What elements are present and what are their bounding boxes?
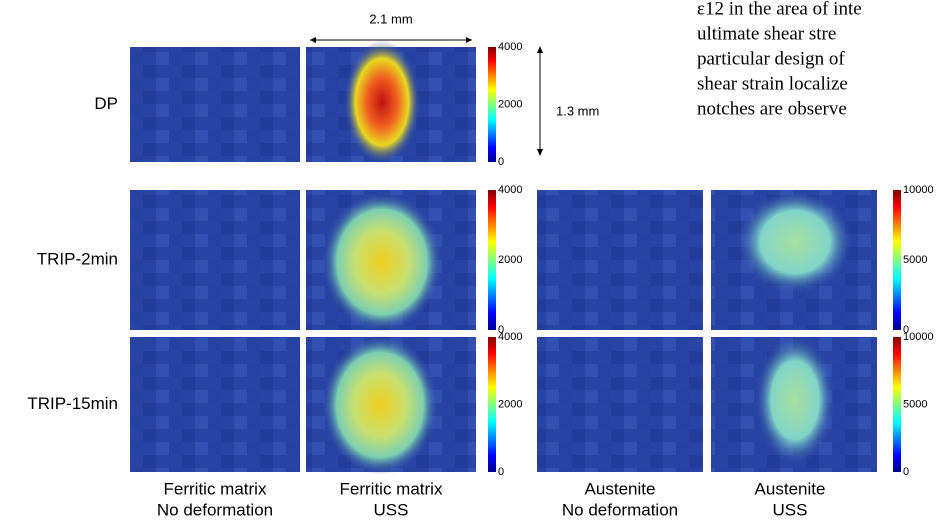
heatmap-hotspot (322, 192, 442, 332)
column-label: No deformation (157, 500, 273, 519)
colorbar-tick: 0 (498, 324, 504, 336)
row-label: DP (94, 94, 118, 113)
column-label: USS (773, 500, 808, 519)
heatmap-hotspot (755, 335, 835, 465)
colorbar-tick: 4000 (498, 331, 522, 343)
paragraph-line: ε12 in the area of inte (697, 0, 862, 19)
column-label: Austenite (755, 479, 826, 498)
paragraph-line: ultimate shear stre (697, 23, 836, 44)
heatmap-texture (537, 190, 703, 330)
paragraph-line: particular design of (697, 48, 845, 69)
column-label: Ferritic matrix (164, 479, 267, 498)
heatmap-texture (130, 47, 300, 162)
heatmap-hotspot (322, 335, 438, 475)
colorbar (893, 190, 901, 330)
paragraph: ε12 in the area of inte ultimate shear st… (697, 0, 862, 119)
colorbar-tick: 2000 (498, 398, 522, 410)
heatmap-hotspot (737, 190, 853, 294)
colorbar-tick: 0 (903, 324, 909, 336)
colorbar-tick: 10000 (903, 184, 934, 196)
width-label: 2.1 mm (369, 11, 412, 26)
column-label: USS (374, 500, 409, 519)
column-label: Ferritic matrix (340, 479, 443, 498)
colorbar-tick: 0 (498, 466, 504, 478)
heatmap-texture (130, 190, 300, 330)
paragraph-line: notches are observe (697, 98, 847, 119)
row-label: TRIP-2min (37, 249, 118, 268)
paragraph-line: shear strain localize (697, 73, 848, 94)
colorbar-tick: 4000 (498, 184, 522, 196)
row-label: TRIP-15min (27, 394, 118, 413)
colorbar (488, 47, 496, 162)
colorbar-tick: 5000 (903, 398, 927, 410)
height-label: 1.3 mm (556, 103, 599, 118)
colorbar-tick: 0 (903, 466, 909, 478)
colorbar (488, 337, 496, 472)
colorbar-tick: 5000 (903, 254, 927, 266)
column-label: Austenite (585, 479, 656, 498)
colorbar-tick: 2000 (498, 98, 522, 110)
colorbar-tick: 2000 (498, 254, 522, 266)
colorbar-tick: 4000 (498, 41, 522, 53)
heatmap-hotspot (344, 40, 420, 164)
colorbar-tick: 10000 (903, 331, 934, 343)
colorbar (893, 337, 901, 472)
heatmap-texture (130, 337, 300, 472)
heatmap-texture (537, 337, 703, 472)
column-label: No deformation (562, 500, 678, 519)
colorbar (488, 190, 496, 330)
colorbar-tick: 0 (498, 156, 504, 168)
panels (130, 40, 877, 475)
